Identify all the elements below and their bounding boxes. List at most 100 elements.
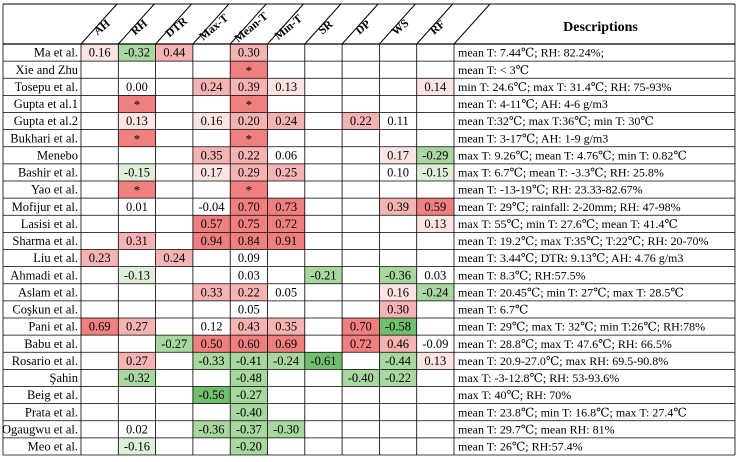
cell-value: -0.04: [199, 200, 226, 214]
study-name: Yao et al.: [31, 183, 78, 197]
table-row: Rosario et al. 0.27 -0.33 -0.41 -0.24 -0.61 -0…: [12, 352, 668, 370]
column-header-ah: AH: [92, 18, 113, 38]
study-name: Babu et al.: [24, 337, 78, 351]
cell-fill: [192, 112, 231, 130]
header-diagonal: [453, 3, 491, 45]
cell-value: 0.20: [238, 114, 260, 128]
table-row: Menebo 0.35 0.22 0.06 0.17 -0.29 max T: 9.26℃;…: [37, 146, 687, 164]
header-diagonal: [117, 3, 155, 45]
cell-value: 0.24: [163, 251, 186, 265]
table-row: Coşkun et al. 0.05 0.30 mean T: 6.7℃: [12, 300, 528, 318]
cell-value: *: [246, 131, 253, 146]
cell-fill: [230, 146, 268, 164]
cell-value: 0.05: [238, 303, 260, 317]
cell-value: 0.22: [238, 285, 260, 299]
cell-fill: [342, 369, 380, 387]
cell-value: 0.70: [238, 200, 260, 214]
description: mean T: 29.7℃; mean RH: 81%: [458, 422, 615, 436]
column-header-mean-t: Mean-T: [232, 10, 270, 45]
header-diagonal: [80, 3, 118, 45]
cell-value: 0.17: [201, 166, 223, 180]
table-row: Xie and Zhu * mean T: < 3℃: [16, 61, 529, 79]
cell-fill: [192, 335, 231, 353]
study-name: Meo et al.: [28, 440, 78, 454]
table-row: Ma et al. 0.16 -0.32 0.44 0.30 mean T: 7.44℃;…: [34, 44, 604, 62]
cell-fill: [267, 335, 305, 353]
cell-value: -0.24: [422, 285, 449, 299]
cell-value: 0.30: [238, 46, 260, 60]
column-header-rh: RH: [129, 18, 150, 38]
table-row: Babu et al. -0.27 0.50 0.60 0.69 0.72 0.46 -0.0…: [24, 335, 672, 353]
cell-value: 0.31: [126, 234, 148, 248]
study-name: Bashir et al.: [18, 166, 78, 180]
cell-value: -0.20: [236, 440, 262, 454]
cell-fill: [267, 198, 305, 216]
table-row: Gupta et al.2 0.13 0.16 0.20 0.24 0.22 0.11 mea…: [14, 112, 654, 130]
cell-value: -0.22: [385, 371, 411, 385]
study-name: Ogaugwu et al.: [2, 422, 78, 436]
study-name: Pani et al.: [28, 320, 78, 334]
cell-fill: [230, 181, 268, 199]
study-name: Prata et al.: [25, 405, 78, 419]
cell-value: 0.06: [275, 148, 297, 162]
cell-fill: [118, 163, 156, 181]
cell-value: 0.05: [275, 285, 297, 299]
description: max T: 55℃; min T: 27.6℃; mean T: 41.4℃: [458, 217, 678, 231]
cell-fill: [230, 61, 268, 79]
cell-fill: [379, 146, 417, 164]
column-header-max-t: Max-T: [197, 12, 231, 43]
description: mean T: 23.8℃; min T: 16.8℃; max T: 27.4…: [458, 405, 687, 419]
cell-value: 0.35: [201, 148, 223, 162]
cell-fill: [230, 44, 268, 62]
cell-value: *: [134, 183, 141, 198]
cell-value: 0.84: [238, 234, 261, 248]
cell-fill: [230, 78, 268, 96]
cell-value: -0.29: [422, 148, 448, 162]
header-diagonal: [267, 3, 304, 45]
table-row: Pani et al. 0.69 0.27 0.12 0.43 0.35 0.70 -0.58…: [28, 318, 705, 336]
header-diagonal: [155, 3, 192, 45]
cell-value: 0.29: [238, 166, 260, 180]
cell-value: *: [134, 97, 141, 112]
cell-value: 0.12: [201, 320, 223, 334]
study-name: Gupta et al.2: [14, 114, 78, 128]
cell-value: -0.09: [422, 337, 448, 351]
cell-value: -0.40: [348, 371, 374, 385]
cell-value: 0.46: [387, 337, 409, 351]
cell-fill: [118, 112, 156, 130]
study-name: Coşkun et al.: [12, 303, 78, 317]
cell-value: -0.61: [310, 354, 336, 368]
column-header-dtr: DTR: [164, 15, 191, 40]
cell-value: 0.09: [238, 251, 260, 265]
cell-fill: [118, 129, 156, 147]
table-row: Meo et al. -0.16 -0.20 mean T: 26℃; RH:57.4…: [28, 437, 583, 455]
cell-value: *: [246, 183, 253, 198]
cell-value: -0.36: [199, 422, 225, 436]
description: max T: 9.26℃; mean T: 4.76℃; min T: 0.82…: [458, 148, 687, 162]
description: max T: 40℃; RH: 70%: [458, 388, 571, 402]
description: mean T: 7.44℃; RH: 82.24%;: [458, 46, 604, 60]
cell-value: 0.02: [126, 422, 148, 436]
cell-fill: [267, 215, 305, 233]
cell-value: -0.37: [236, 422, 262, 436]
description: mean T:32℃; max T:36℃; min T: 30℃: [458, 114, 654, 128]
table-row: Şahin -0.32 -0.48 -0.40 -0.22 max T: -3-12.8℃…: [50, 369, 619, 387]
description: mean T: 26℃; RH:57.4%: [458, 440, 583, 454]
cell-fill: [81, 249, 119, 267]
table-row: Ogaugwu et al. 0.02 -0.36 -0.37 -0.30 mean T:…: [2, 420, 615, 438]
cell-fill: [81, 318, 119, 336]
cell-fill: [230, 403, 268, 421]
header-diagonal: [229, 3, 267, 45]
cell-fill: [118, 232, 156, 250]
cell-value: -0.24: [273, 354, 300, 368]
cell-value: 0.73: [275, 200, 297, 214]
description: mean T: 4-11℃; AH: 4-6 g/m3: [458, 97, 608, 111]
cell-value: 0.13: [424, 354, 446, 368]
cell-fill: [267, 112, 305, 130]
cell-value: 0.91: [275, 234, 297, 248]
cell-fill: [118, 266, 156, 284]
cell-fill: [267, 352, 305, 370]
cell-value: *: [134, 131, 141, 146]
cell-value: 0.27: [126, 354, 148, 368]
